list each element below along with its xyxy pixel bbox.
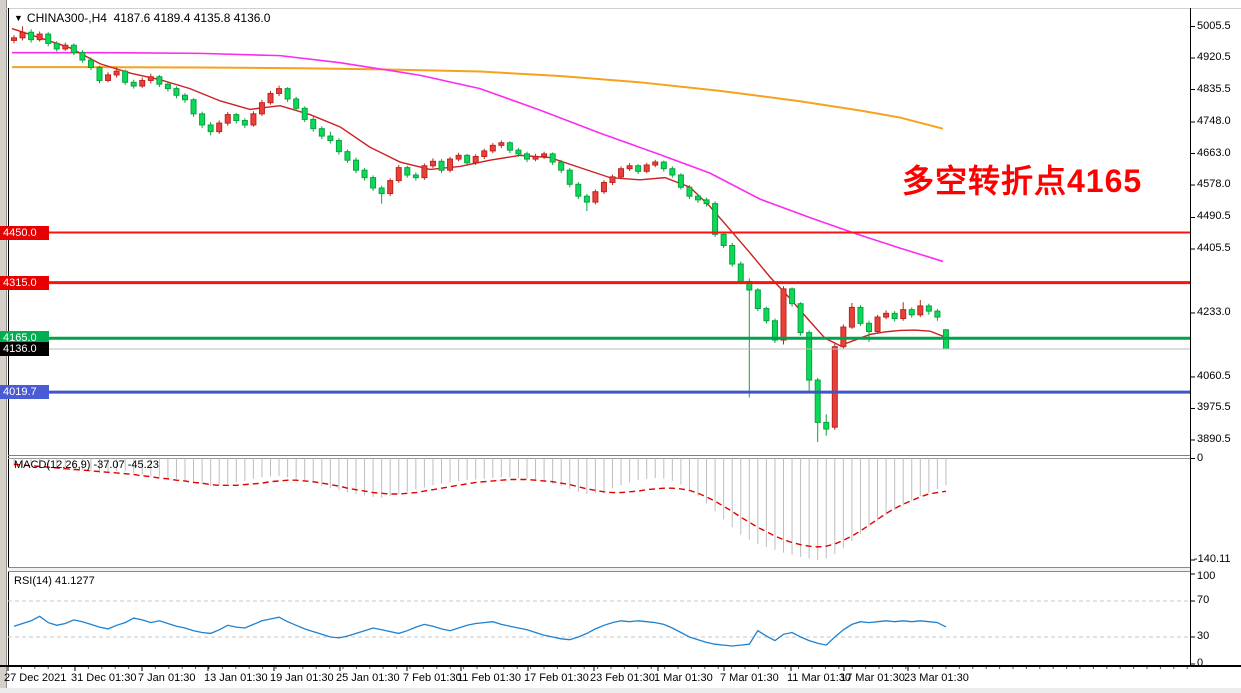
date-axis-label: 7 Mar 01:30 xyxy=(720,672,779,684)
price-axis-label: 4835.5 xyxy=(1197,82,1231,95)
price-axis-label: 4490.5 xyxy=(1197,210,1231,223)
date-axis-label: 17 Feb 01:30 xyxy=(524,672,589,684)
date-axis-label: 11 Feb 01:30 xyxy=(457,672,522,684)
price-axis-label: 5005.5 xyxy=(1197,19,1231,32)
date-axis-label: 23 Mar 01:30 xyxy=(904,672,969,684)
level-price-tag: 4450.0 xyxy=(0,225,49,240)
macd-axis-label: 0 xyxy=(1197,452,1204,464)
price-axis-label: 4663.0 xyxy=(1197,146,1231,159)
date-axis-label: 31 Dec 01:30 xyxy=(71,672,137,684)
date-axis-label: 17 Mar 01:30 xyxy=(840,672,905,684)
annotation-text: 多空转折点4165 xyxy=(902,163,1143,199)
quote-header: ▼ CHINA300-,H4 4187.6 4189.4 4135.8 4136.… xyxy=(14,11,270,25)
date-axis-label: 11 Mar 01:30 xyxy=(787,672,852,684)
price-axis-label: 4060.5 xyxy=(1197,369,1231,382)
symbol-timeframe: CHINA300-,H4 xyxy=(26,11,107,25)
current-price-tag: 4136.0 xyxy=(0,341,49,356)
collapse-triangle-icon[interactable]: ▼ xyxy=(14,13,23,23)
date-axis-label: 27 Dec 2021 xyxy=(4,672,67,684)
date-axis-label: 13 Jan 01:30 xyxy=(204,672,268,684)
level-price-tag: 4019.7 xyxy=(0,385,49,400)
window-bottom-edge xyxy=(0,688,1241,693)
date-axis-label: 19 Jan 01:30 xyxy=(270,672,334,684)
quote-ohlc-values: 4187.6 4189.4 4135.8 4136.0 xyxy=(113,11,271,25)
level-price-tag: 4315.0 xyxy=(0,275,49,290)
price-axis-label: 3975.5 xyxy=(1197,401,1231,414)
price-axis-label: 4233.0 xyxy=(1197,305,1231,318)
date-axis-label: 7 Feb 01:30 xyxy=(403,672,462,684)
date-axis-label: 25 Jan 01:30 xyxy=(336,672,400,684)
price-axis-label: 4405.5 xyxy=(1197,242,1231,254)
rsi-axis-label: 0 xyxy=(1197,657,1204,669)
date-axis-label: 23 Feb 01:30 xyxy=(590,672,655,684)
rsi-indicator-label: RSI(14) 41.1277 xyxy=(14,575,95,587)
rsi-axis-label: 100 xyxy=(1197,570,1216,582)
price-axis-label: 4748.0 xyxy=(1197,114,1231,127)
price-axis-label: 3890.5 xyxy=(1197,432,1231,445)
price-axis-label: 4920.5 xyxy=(1197,51,1231,64)
rsi-axis-label: 70 xyxy=(1197,594,1210,606)
rsi-axis-label: 30 xyxy=(1197,630,1210,642)
macd-indicator-label: MACD(12,26,9) -37.07 -45.23 xyxy=(14,459,159,471)
date-axis-label: 7 Jan 01:30 xyxy=(138,672,196,684)
level-price-tag: 4165.0 xyxy=(0,331,49,346)
macd-axis-label: -140.11 xyxy=(1194,553,1231,565)
price-axis-label: 4578.0 xyxy=(1197,178,1231,191)
date-axis-label: 1 Mar 01:30 xyxy=(654,672,713,684)
